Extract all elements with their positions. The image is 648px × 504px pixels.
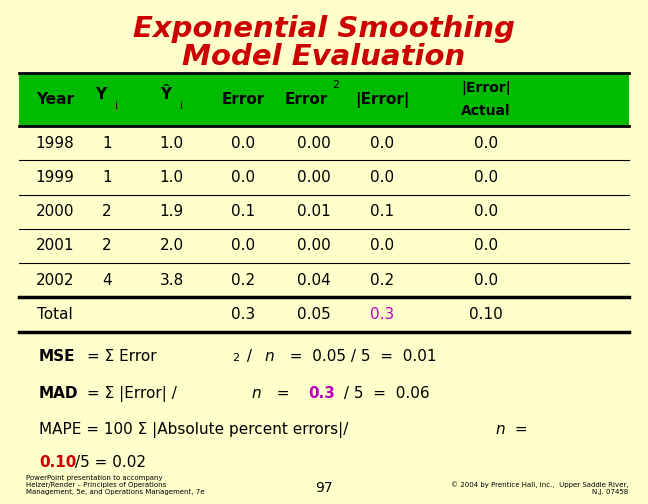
Text: 0.10: 0.10 bbox=[469, 307, 503, 322]
Text: 0.10: 0.10 bbox=[39, 455, 76, 470]
Text: 97: 97 bbox=[315, 481, 333, 495]
Text: 1.0: 1.0 bbox=[159, 136, 184, 151]
Text: 0.0: 0.0 bbox=[231, 136, 255, 151]
Text: Ŷ: Ŷ bbox=[159, 87, 171, 102]
Text: 0.0: 0.0 bbox=[474, 136, 498, 151]
Text: 0.3: 0.3 bbox=[231, 307, 255, 322]
Text: Error: Error bbox=[285, 92, 328, 107]
Text: 0.01: 0.01 bbox=[297, 204, 331, 219]
Text: Exponential Smoothing: Exponential Smoothing bbox=[133, 15, 515, 43]
Text: 2: 2 bbox=[102, 238, 111, 254]
Text: 0.00: 0.00 bbox=[297, 238, 331, 254]
Text: / 5  =  0.06: / 5 = 0.06 bbox=[339, 386, 430, 401]
Text: /: / bbox=[242, 349, 257, 364]
Text: 0.0: 0.0 bbox=[370, 170, 395, 185]
FancyBboxPatch shape bbox=[19, 73, 629, 126]
Text: 2.0: 2.0 bbox=[159, 238, 184, 254]
Text: |Error|: |Error| bbox=[355, 92, 410, 107]
Text: 0.3: 0.3 bbox=[370, 307, 395, 322]
Text: 0.0: 0.0 bbox=[231, 238, 255, 254]
Text: =  0.05 / 5  =  0.01: = 0.05 / 5 = 0.01 bbox=[280, 349, 437, 364]
Text: Actual: Actual bbox=[461, 104, 511, 117]
Text: Model Evaluation: Model Evaluation bbox=[182, 43, 466, 71]
Text: Error: Error bbox=[222, 92, 264, 107]
Text: 1.9: 1.9 bbox=[159, 204, 184, 219]
Text: 0.2: 0.2 bbox=[231, 273, 255, 288]
Text: Total: Total bbox=[37, 307, 73, 322]
Text: 0.0: 0.0 bbox=[231, 170, 255, 185]
Text: n: n bbox=[251, 386, 261, 401]
Text: © 2004 by Prentice Hall, Inc.,  Upper Saddle River,
N.J. 07458: © 2004 by Prentice Hall, Inc., Upper Sad… bbox=[451, 481, 629, 495]
Text: 0.00: 0.00 bbox=[297, 136, 331, 151]
Text: MAPE = 100 Σ |Absolute percent errors|/: MAPE = 100 Σ |Absolute percent errors|/ bbox=[39, 422, 348, 438]
Text: 2000: 2000 bbox=[36, 204, 75, 219]
Text: i: i bbox=[115, 101, 118, 110]
Text: 1: 1 bbox=[102, 136, 111, 151]
Text: 0.0: 0.0 bbox=[474, 273, 498, 288]
Text: 2: 2 bbox=[102, 204, 111, 219]
Text: = Σ Error: = Σ Error bbox=[87, 349, 157, 364]
Text: =: = bbox=[510, 422, 527, 437]
Text: 0.05: 0.05 bbox=[297, 307, 331, 322]
Text: Y: Y bbox=[95, 87, 106, 102]
Text: |Error|: |Error| bbox=[461, 82, 511, 95]
Text: /5 = 0.02: /5 = 0.02 bbox=[75, 455, 146, 470]
Text: 1998: 1998 bbox=[36, 136, 75, 151]
Text: 0.0: 0.0 bbox=[474, 238, 498, 254]
Text: 2: 2 bbox=[232, 353, 239, 363]
Text: 4: 4 bbox=[102, 273, 111, 288]
Text: MAD: MAD bbox=[39, 386, 78, 401]
Text: 0.0: 0.0 bbox=[474, 170, 498, 185]
Text: 2: 2 bbox=[332, 81, 339, 90]
Text: Year: Year bbox=[36, 92, 74, 107]
Text: 0.00: 0.00 bbox=[297, 170, 331, 185]
Text: 2001: 2001 bbox=[36, 238, 75, 254]
Text: 0.0: 0.0 bbox=[370, 238, 395, 254]
Text: 1999: 1999 bbox=[36, 170, 75, 185]
Text: =: = bbox=[267, 386, 299, 401]
Text: PowerPoint presentation to accompany
Heizer/Render – Principles of Operations
Ma: PowerPoint presentation to accompany Hei… bbox=[26, 475, 204, 495]
Text: 0.1: 0.1 bbox=[231, 204, 255, 219]
Text: 0.3: 0.3 bbox=[308, 386, 335, 401]
Text: MSE: MSE bbox=[39, 349, 75, 364]
Text: 0.1: 0.1 bbox=[370, 204, 395, 219]
Text: 1: 1 bbox=[102, 170, 111, 185]
Text: 3.8: 3.8 bbox=[159, 273, 184, 288]
Text: 0.0: 0.0 bbox=[370, 136, 395, 151]
Text: n: n bbox=[264, 349, 274, 364]
Text: 1.0: 1.0 bbox=[159, 170, 184, 185]
Text: i: i bbox=[180, 101, 183, 110]
Text: 0.2: 0.2 bbox=[370, 273, 395, 288]
Text: n: n bbox=[496, 422, 505, 437]
Text: 2002: 2002 bbox=[36, 273, 75, 288]
Text: 0.04: 0.04 bbox=[297, 273, 331, 288]
Text: = Σ |Error| /: = Σ |Error| / bbox=[87, 386, 182, 402]
Text: 0.0: 0.0 bbox=[474, 204, 498, 219]
